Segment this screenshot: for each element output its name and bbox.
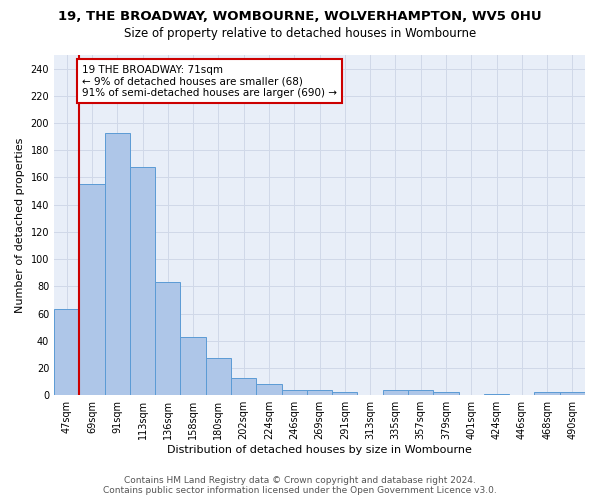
Bar xyxy=(231,378,256,395)
Bar xyxy=(54,310,79,395)
X-axis label: Distribution of detached houses by size in Wombourne: Distribution of detached houses by size … xyxy=(167,445,472,455)
Bar xyxy=(332,392,358,395)
Bar xyxy=(408,390,433,395)
Bar xyxy=(155,282,181,395)
Bar xyxy=(281,390,307,395)
Y-axis label: Number of detached properties: Number of detached properties xyxy=(15,138,25,313)
Bar xyxy=(484,394,509,395)
Bar xyxy=(535,392,560,395)
Bar xyxy=(130,166,155,395)
Bar xyxy=(104,132,130,395)
Text: 19, THE BROADWAY, WOMBOURNE, WOLVERHAMPTON, WV5 0HU: 19, THE BROADWAY, WOMBOURNE, WOLVERHAMPT… xyxy=(58,10,542,23)
Bar xyxy=(560,392,585,395)
Bar xyxy=(79,184,104,395)
Bar xyxy=(383,390,408,395)
Bar xyxy=(256,384,281,395)
Bar xyxy=(206,358,231,395)
Bar xyxy=(433,392,458,395)
Text: Contains HM Land Registry data © Crown copyright and database right 2024.
Contai: Contains HM Land Registry data © Crown c… xyxy=(103,476,497,495)
Text: 19 THE BROADWAY: 71sqm
← 9% of detached houses are smaller (68)
91% of semi-deta: 19 THE BROADWAY: 71sqm ← 9% of detached … xyxy=(82,64,337,98)
Bar xyxy=(181,336,206,395)
Bar xyxy=(307,390,332,395)
Text: Size of property relative to detached houses in Wombourne: Size of property relative to detached ho… xyxy=(124,28,476,40)
